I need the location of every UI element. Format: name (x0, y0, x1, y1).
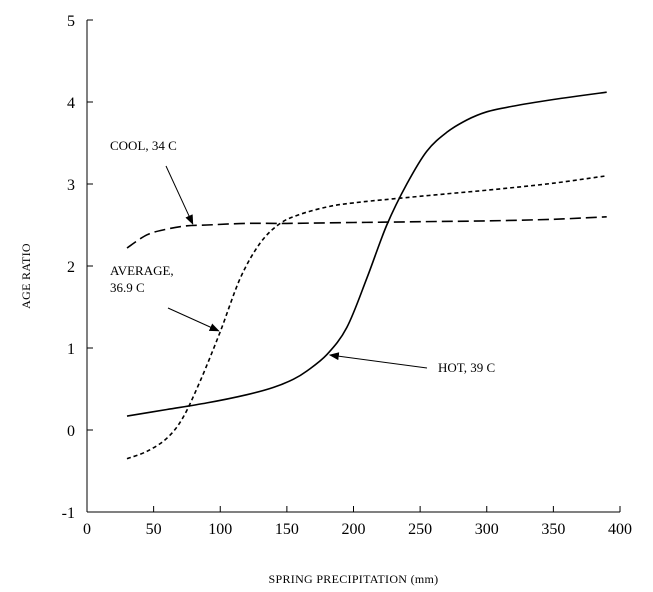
annotation-arrow (167, 307, 220, 332)
series-layer (126, 91, 607, 460)
annotation-label-line: COOL, 34 C (110, 138, 177, 153)
y-tick-label: 5 (67, 13, 75, 30)
annotation-label: HOT, 39 C (438, 360, 495, 375)
x-tick-label: 300 (475, 521, 499, 538)
x-tick-label: 350 (541, 521, 565, 538)
y-tick-label: 4 (67, 95, 75, 112)
x-tick-label: 200 (342, 521, 366, 538)
annotation-label-line: HOT, 39 C (438, 360, 495, 375)
y-tick-label: 2 (67, 259, 75, 276)
annotation-arrow (328, 352, 428, 369)
series-line-0 (126, 216, 607, 249)
series-line-2 (126, 91, 607, 417)
y-tick-label: -1 (62, 505, 75, 522)
x-tick-label: 150 (275, 521, 299, 538)
x-tick-label: 400 (608, 521, 632, 538)
x-tick-label: 100 (208, 521, 232, 538)
annotation-label-line: AVERAGE, (110, 263, 174, 278)
axes: 0 50 100 150 200 250 300 350 400 -1 0 1 2 3 4 5 (62, 13, 632, 538)
annotation-label-line: 36.9 C (110, 280, 145, 295)
y-tick-label: 0 (67, 423, 75, 440)
x-tick-label: 50 (146, 521, 162, 538)
annotation-arrow (165, 165, 194, 225)
x-axis-title: SPRING PRECIPITATION (mm) (269, 572, 439, 586)
series-line-1 (126, 175, 607, 460)
x-tick-label: 0 (83, 521, 91, 538)
annotations: COOL, 34 C AVERAGE, 36.9 C HOT, 39 C (110, 138, 495, 375)
x-tick-label: 250 (408, 521, 432, 538)
y-axis-title: AGE RATIO (19, 243, 33, 309)
y-tick-label: 3 (67, 177, 75, 194)
annotation-label: COOL, 34 C (110, 138, 177, 153)
annotation-label: AVERAGE, 36.9 C (110, 263, 174, 295)
y-tick-label: 1 (67, 341, 75, 358)
